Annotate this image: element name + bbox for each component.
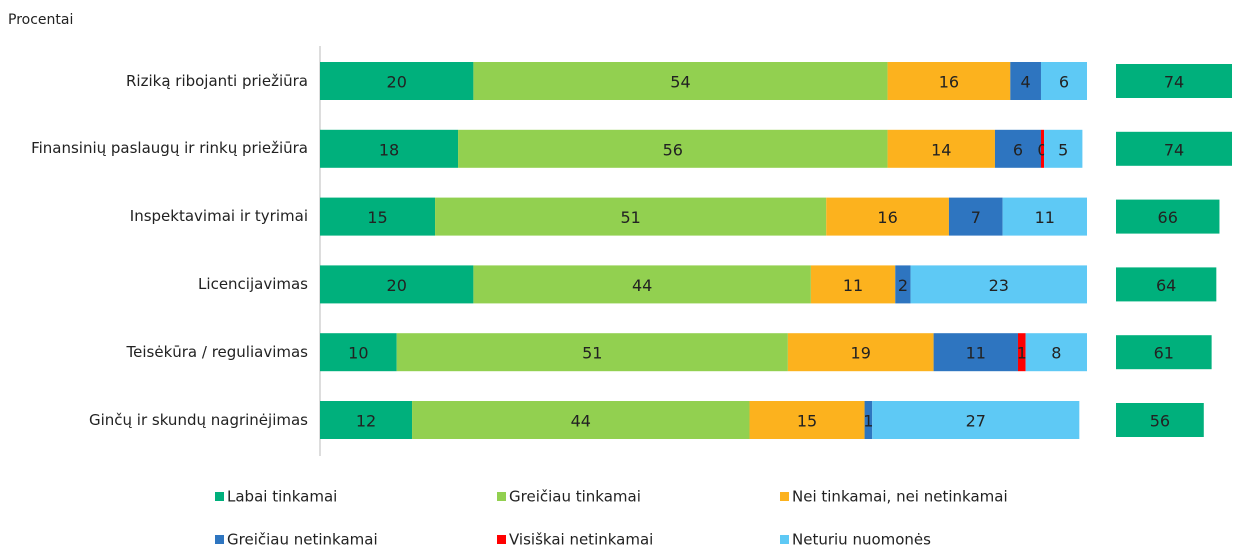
- data-label: 5: [1058, 140, 1068, 159]
- total-bar: [1116, 335, 1212, 370]
- total-label: 61: [1154, 344, 1174, 363]
- legend-label: Greičiau tinkamai: [509, 488, 641, 506]
- bar-segment: [994, 129, 1041, 168]
- bar-segment: [1010, 62, 1041, 100]
- bar-segment: [887, 129, 995, 168]
- data-label: 11: [966, 344, 986, 363]
- data-label: 19: [851, 344, 871, 363]
- bar-segment: [810, 265, 896, 304]
- total-label: 56: [1150, 412, 1170, 431]
- bar-segment: [473, 62, 888, 100]
- category-label: Ginčų ir skundų nagrinėjimas: [88, 410, 308, 429]
- bar-segment: [933, 333, 1018, 372]
- data-label: 44: [632, 276, 652, 295]
- bar-segment: [396, 333, 788, 372]
- data-label: 6: [1059, 73, 1069, 92]
- category-label: Teisėkūra / reguliavimas: [126, 342, 308, 361]
- legend-swatch: [780, 535, 789, 544]
- data-label: 7: [971, 208, 981, 227]
- category-label: Riziką ribojanti priežiūra: [126, 71, 308, 90]
- legend-swatch: [215, 492, 224, 501]
- legend-label: Labai tinkamai: [227, 488, 337, 506]
- bar-segment: [435, 197, 827, 236]
- bar-segment: [320, 62, 474, 100]
- data-label: 20: [387, 73, 407, 92]
- data-label: 54: [670, 73, 690, 92]
- bar-segment: [1044, 129, 1083, 168]
- legend-label: Greičiau netinkamai: [227, 531, 378, 549]
- bar-segment: [320, 401, 413, 439]
- data-label: 44: [571, 412, 591, 431]
- data-label: 51: [620, 208, 640, 227]
- bar-segment: [910, 265, 1087, 304]
- data-label: 51: [582, 344, 602, 363]
- data-label: 2: [898, 276, 908, 295]
- bar-segment: [872, 401, 1080, 439]
- bar-segment: [320, 197, 436, 236]
- category-label: Inspektavimai ir tyrimai: [129, 207, 308, 226]
- data-label: 0: [1037, 140, 1047, 159]
- data-label: 4: [1021, 73, 1031, 92]
- data-label: 14: [931, 140, 951, 159]
- data-label: 18: [379, 140, 399, 159]
- bar-segment: [1017, 333, 1026, 372]
- data-label: 12: [356, 412, 376, 431]
- bar-segment: [458, 129, 888, 168]
- total-bar: [1116, 64, 1232, 98]
- data-label: 27: [966, 412, 986, 431]
- bar-segment: [749, 401, 865, 439]
- data-label: 1: [1017, 344, 1027, 363]
- bar-segment: [412, 401, 750, 439]
- bar-segment: [320, 265, 474, 304]
- data-label: 15: [797, 412, 817, 431]
- legend-swatch: [215, 535, 224, 544]
- data-label: 23: [989, 276, 1009, 295]
- bar-segment: [826, 197, 949, 236]
- bar-segment: [864, 401, 873, 439]
- data-label: 15: [367, 208, 387, 227]
- total-bar: [1116, 267, 1217, 302]
- total-label: 74: [1164, 140, 1184, 159]
- legend-label: Neturiu nuomonės: [792, 531, 931, 549]
- data-label: 6: [1013, 140, 1023, 159]
- bar-segment: [1040, 62, 1087, 100]
- bar-segment: [787, 333, 934, 372]
- data-label: 1: [863, 412, 873, 431]
- total-bar: [1116, 403, 1204, 437]
- total-bar: [1116, 199, 1220, 234]
- data-label: 56: [663, 140, 683, 159]
- bar-segment: [1002, 197, 1087, 236]
- category-label: Finansinių paslaugų ir rinkų priežiūra: [31, 139, 308, 158]
- bar-segment: [473, 265, 811, 304]
- bar-segment: [887, 62, 1011, 100]
- bar-segment: [948, 197, 1003, 236]
- data-label: 11: [843, 276, 863, 295]
- data-label: 16: [939, 73, 959, 92]
- category-label: Licencijavimas: [198, 274, 308, 293]
- bar-segment: [320, 129, 459, 168]
- data-label: 11: [1035, 208, 1055, 227]
- legend-swatch: [780, 492, 789, 501]
- chart-title: Procentai: [8, 12, 73, 28]
- total-label: 64: [1156, 276, 1176, 295]
- total-label: 74: [1164, 73, 1184, 92]
- data-label: 10: [348, 344, 368, 363]
- legend-swatch: [497, 492, 506, 501]
- bar-segment: [1025, 333, 1087, 372]
- data-label: 8: [1051, 344, 1061, 363]
- data-label: 16: [877, 208, 897, 227]
- legend-label: Nei tinkamai, nei netinkamai: [792, 488, 1008, 506]
- legend-label: Visiškai netinkamai: [509, 531, 653, 549]
- total-label: 66: [1158, 208, 1178, 227]
- bar-segment: [1040, 129, 1045, 168]
- bar-segment: [895, 265, 911, 304]
- total-bar: [1116, 131, 1232, 166]
- data-label: 20: [387, 276, 407, 295]
- legend-swatch: [497, 535, 506, 544]
- bar-segment: [320, 333, 397, 372]
